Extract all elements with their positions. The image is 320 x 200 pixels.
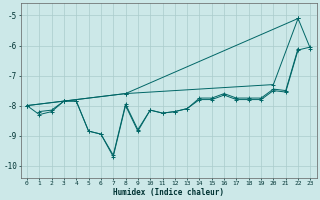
X-axis label: Humidex (Indice chaleur): Humidex (Indice chaleur) [113,188,224,197]
